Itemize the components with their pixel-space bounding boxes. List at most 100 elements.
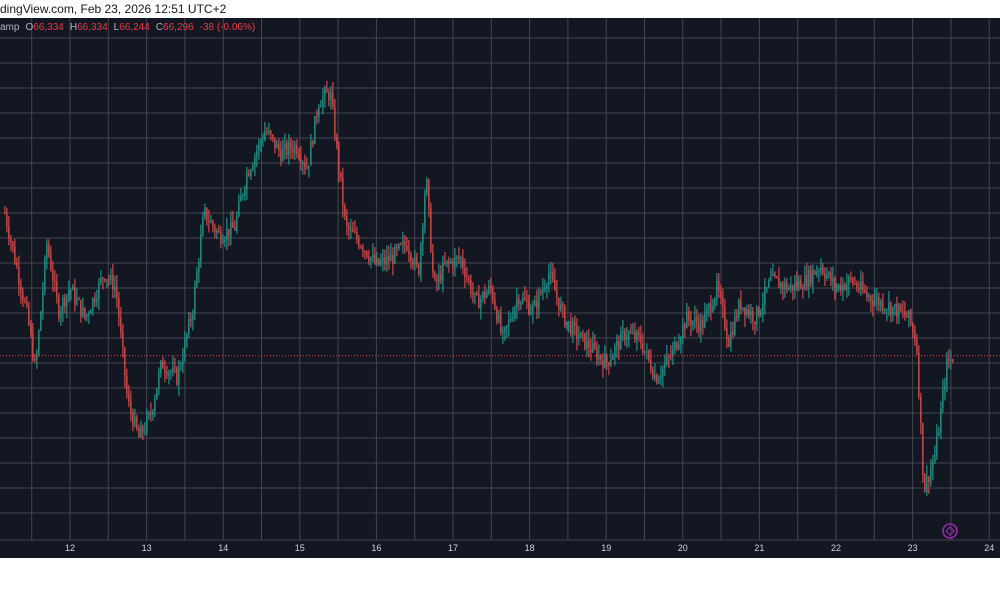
candle-body — [674, 342, 676, 349]
candle-body — [656, 374, 658, 384]
candle-body — [114, 286, 116, 291]
candle-body — [586, 339, 588, 349]
candle-body — [210, 221, 212, 223]
candle-body — [530, 312, 532, 314]
candle-body — [270, 131, 272, 135]
candle-body — [68, 290, 70, 296]
candle-body — [718, 280, 720, 292]
candle-body — [572, 321, 574, 335]
x-tick-label: 20 — [678, 543, 688, 553]
candle-body — [548, 273, 550, 286]
candle-body — [654, 374, 656, 379]
candle-body — [618, 341, 620, 350]
candle-body — [128, 394, 130, 402]
candle-body — [704, 313, 706, 328]
candle-body — [178, 367, 180, 385]
candle-body — [880, 300, 882, 306]
candle-body — [724, 306, 726, 328]
candle-body — [710, 304, 712, 312]
candle-body — [280, 150, 282, 161]
candle-body — [664, 363, 666, 368]
candle-body — [398, 244, 400, 249]
candle-body — [304, 163, 306, 168]
candle-body — [556, 290, 558, 298]
candle-body — [772, 273, 774, 277]
candle-body — [384, 257, 386, 264]
candle-body — [368, 256, 370, 262]
candle-body — [528, 301, 530, 314]
candle-body — [126, 376, 128, 395]
candle-body — [40, 311, 42, 331]
candle-body — [380, 261, 382, 265]
candle-body — [158, 372, 160, 389]
candle-body — [564, 306, 566, 327]
legend-change: -38 (-0.06%) — [199, 22, 256, 33]
candle-body — [818, 271, 820, 272]
candle-body — [172, 367, 174, 372]
candle-body — [406, 245, 408, 250]
candle-body — [788, 287, 790, 290]
candle-body — [696, 317, 698, 324]
candle-body — [416, 256, 418, 265]
candle-body — [916, 339, 918, 353]
candle-body — [688, 310, 690, 320]
candle-body — [358, 239, 360, 247]
candle-body — [524, 297, 526, 300]
candle-body — [830, 272, 832, 282]
candle-body — [98, 282, 100, 299]
candle-body — [320, 105, 322, 108]
candle-body — [940, 408, 942, 433]
candle-body — [348, 225, 350, 231]
candle-body — [780, 283, 782, 289]
candle-body — [94, 298, 96, 302]
candle-body — [904, 310, 906, 316]
candlestick-chart[interactable]: 12 13 14 15 16 17 18 19 20 21 22 23 24 — [0, 18, 1000, 558]
x-tick-label: 12 — [65, 543, 75, 553]
candle-body — [850, 277, 852, 279]
candle-body — [450, 261, 452, 263]
candle-body — [12, 241, 14, 247]
candle-body — [452, 261, 454, 268]
candle-body — [604, 355, 606, 368]
candle-body — [434, 272, 436, 280]
candle-body — [538, 291, 540, 309]
candle-body — [926, 476, 928, 492]
candle-body — [412, 261, 414, 265]
candle-body — [698, 323, 700, 332]
candle-body — [344, 205, 346, 217]
candle-body — [386, 256, 388, 264]
candle-body — [134, 416, 136, 426]
top-strip — [0, 0, 1000, 18]
candle-body — [458, 256, 460, 259]
candle-body — [44, 259, 46, 291]
candle-body — [364, 251, 366, 252]
candle-body — [532, 306, 534, 313]
candle-body — [260, 141, 262, 143]
candle-body — [338, 144, 340, 172]
candle-body — [834, 278, 836, 289]
candle-body — [840, 284, 842, 292]
candle-body — [606, 355, 608, 363]
candle-body — [474, 292, 476, 295]
candle-body — [10, 238, 12, 242]
candle-body — [392, 255, 394, 264]
candle-body — [762, 303, 764, 311]
candle-body — [620, 332, 622, 350]
candle-body — [24, 300, 26, 302]
candle-body — [228, 229, 230, 237]
candle-body — [568, 321, 570, 322]
candle-body — [448, 260, 450, 263]
replay-icon[interactable] — [942, 523, 958, 539]
candle-body — [418, 264, 420, 275]
legend-open: O66,334 — [25, 22, 64, 33]
candle-body — [562, 304, 564, 307]
candle-body — [852, 278, 854, 284]
candle-body — [796, 282, 798, 287]
candle-body — [340, 171, 342, 178]
candle-body — [690, 319, 692, 326]
candle-body — [522, 297, 524, 303]
candle-body — [22, 292, 24, 301]
candle-body — [592, 343, 594, 352]
candle-body — [120, 318, 122, 332]
candle-body — [776, 276, 778, 279]
